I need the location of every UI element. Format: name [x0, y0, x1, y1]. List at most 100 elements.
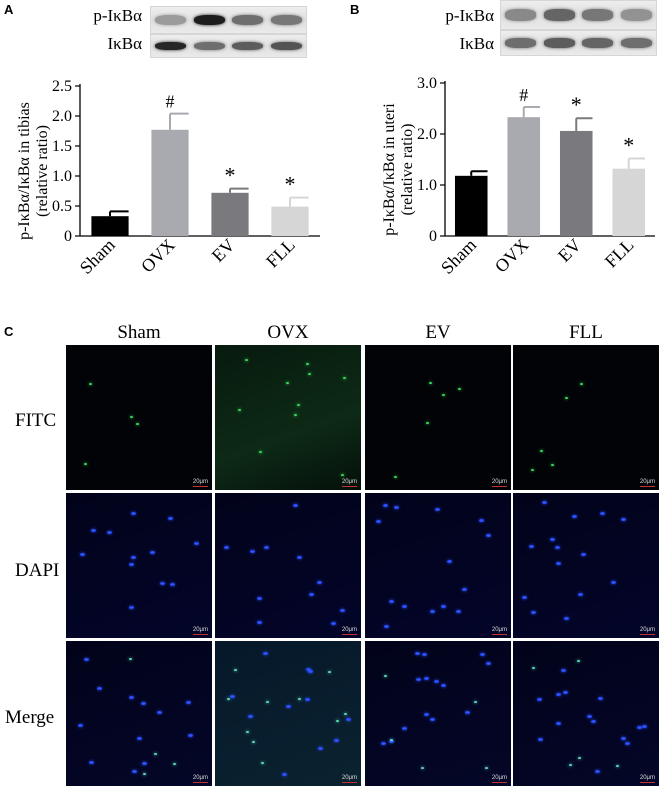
- stained-cell: [343, 713, 347, 716]
- stained-cell: [480, 652, 486, 656]
- blot-band: [232, 14, 264, 26]
- stained-cell: [159, 581, 165, 585]
- stained-cell: [563, 617, 569, 621]
- stained-cell: [130, 555, 136, 559]
- stained-cell: [89, 761, 95, 765]
- blot-band: [154, 41, 186, 51]
- stained-cell: [343, 376, 347, 379]
- stained-cell: [401, 727, 407, 731]
- stained-cell: [262, 651, 268, 655]
- stained-cell: [258, 450, 262, 453]
- scale-bar: 20μm: [639, 479, 655, 487]
- bar-sham: [454, 175, 488, 236]
- micrograph-fitc-fll: 20μm: [513, 345, 659, 490]
- scale-bar: 20μm: [341, 775, 357, 783]
- stained-cell: [317, 581, 323, 585]
- blot-band: [271, 14, 303, 26]
- y-tick-label: 0: [64, 228, 72, 245]
- panel-letter-c: C: [4, 324, 14, 339]
- stained-cell: [263, 545, 269, 549]
- stained-cell: [550, 538, 556, 541]
- scale-bar: 20μm: [192, 627, 208, 635]
- stained-cell: [479, 519, 485, 523]
- stained-cell: [625, 741, 631, 745]
- stained-cell: [129, 696, 135, 700]
- stained-cell: [425, 421, 429, 424]
- micrograph-fitc-ev: 20μm: [365, 345, 511, 490]
- stained-cell: [83, 462, 87, 465]
- stained-cell: [522, 595, 528, 599]
- col-header-ovx: OVX: [267, 322, 309, 343]
- stained-cell: [620, 518, 626, 522]
- panel-letter-b: B: [350, 2, 360, 17]
- stained-cell: [305, 362, 309, 365]
- stained-cell: [77, 724, 83, 728]
- micrograph-merge-ev: 20μm: [365, 641, 511, 786]
- stained-cell: [266, 701, 270, 704]
- col-header-fll: FLL: [569, 322, 603, 343]
- stained-cell: [554, 545, 560, 549]
- stained-cell: [285, 382, 289, 385]
- stained-cell: [173, 763, 177, 766]
- y-tick-label: 0: [429, 228, 437, 245]
- stained-cell: [380, 741, 386, 745]
- scale-bar: 20μm: [639, 775, 655, 783]
- stained-cell: [389, 740, 395, 744]
- bar-ev: [211, 192, 249, 236]
- stained-cell: [599, 511, 605, 515]
- stained-cell: [556, 562, 562, 566]
- stained-cell: [581, 552, 587, 556]
- stained-cell: [457, 388, 461, 391]
- stained-cell: [531, 666, 535, 669]
- stained-cell: [568, 764, 572, 767]
- stained-cell: [430, 718, 436, 722]
- stained-cell: [577, 593, 583, 597]
- stained-cell: [388, 600, 394, 604]
- blot-b-p-ikba: [500, 0, 657, 30]
- stained-cell: [456, 609, 462, 613]
- y-axis-label-unit: (relative ratio): [34, 125, 51, 217]
- stained-cell: [555, 693, 561, 697]
- micrograph-merge-fll: 20μm: [513, 641, 659, 786]
- stained-cell: [587, 714, 593, 718]
- significance-marker: *: [623, 132, 634, 157]
- stained-cell: [345, 718, 351, 722]
- significance-marker: *: [225, 163, 236, 188]
- stained-cell: [440, 683, 446, 687]
- x-tick-label: OVX: [491, 235, 533, 277]
- blot-b-label-ikba: IκBα: [459, 34, 494, 53]
- stained-cell: [414, 652, 420, 656]
- bar-sham: [91, 216, 129, 236]
- blot-band: [193, 41, 225, 51]
- stained-cell: [307, 372, 311, 375]
- blot-band: [621, 9, 653, 21]
- stained-cell: [80, 552, 85, 556]
- stained-cell: [317, 746, 323, 750]
- stained-cell: [188, 733, 194, 737]
- stained-cell: [130, 512, 136, 516]
- stained-cell: [531, 468, 535, 471]
- stained-cell: [541, 501, 547, 505]
- scale-bar: 20μm: [341, 479, 357, 487]
- stained-cell: [642, 725, 648, 729]
- blot-b-label-p-ikba: p-IκBα: [445, 6, 494, 25]
- stained-cell: [389, 739, 393, 742]
- stained-cell: [84, 657, 90, 661]
- blot-band: [154, 14, 186, 26]
- micrograph-merge-ovx: 20μm: [215, 641, 361, 786]
- stained-cell: [129, 658, 133, 661]
- stained-cell: [423, 712, 429, 716]
- stained-cell: [286, 704, 292, 708]
- stained-cell: [250, 550, 256, 554]
- stained-cell: [485, 534, 491, 538]
- stained-cell: [529, 545, 535, 549]
- stained-cell: [383, 503, 389, 507]
- stained-cell: [462, 588, 468, 592]
- col-header-ev: EV: [425, 322, 451, 343]
- stained-cell: [383, 675, 387, 678]
- stained-cell: [486, 662, 492, 666]
- y-axis-label: p-IκBα/IκBα in tibias: [16, 102, 33, 240]
- stained-cell: [611, 580, 617, 584]
- scale-bar: 20μm: [192, 479, 208, 487]
- stained-cell: [229, 695, 235, 699]
